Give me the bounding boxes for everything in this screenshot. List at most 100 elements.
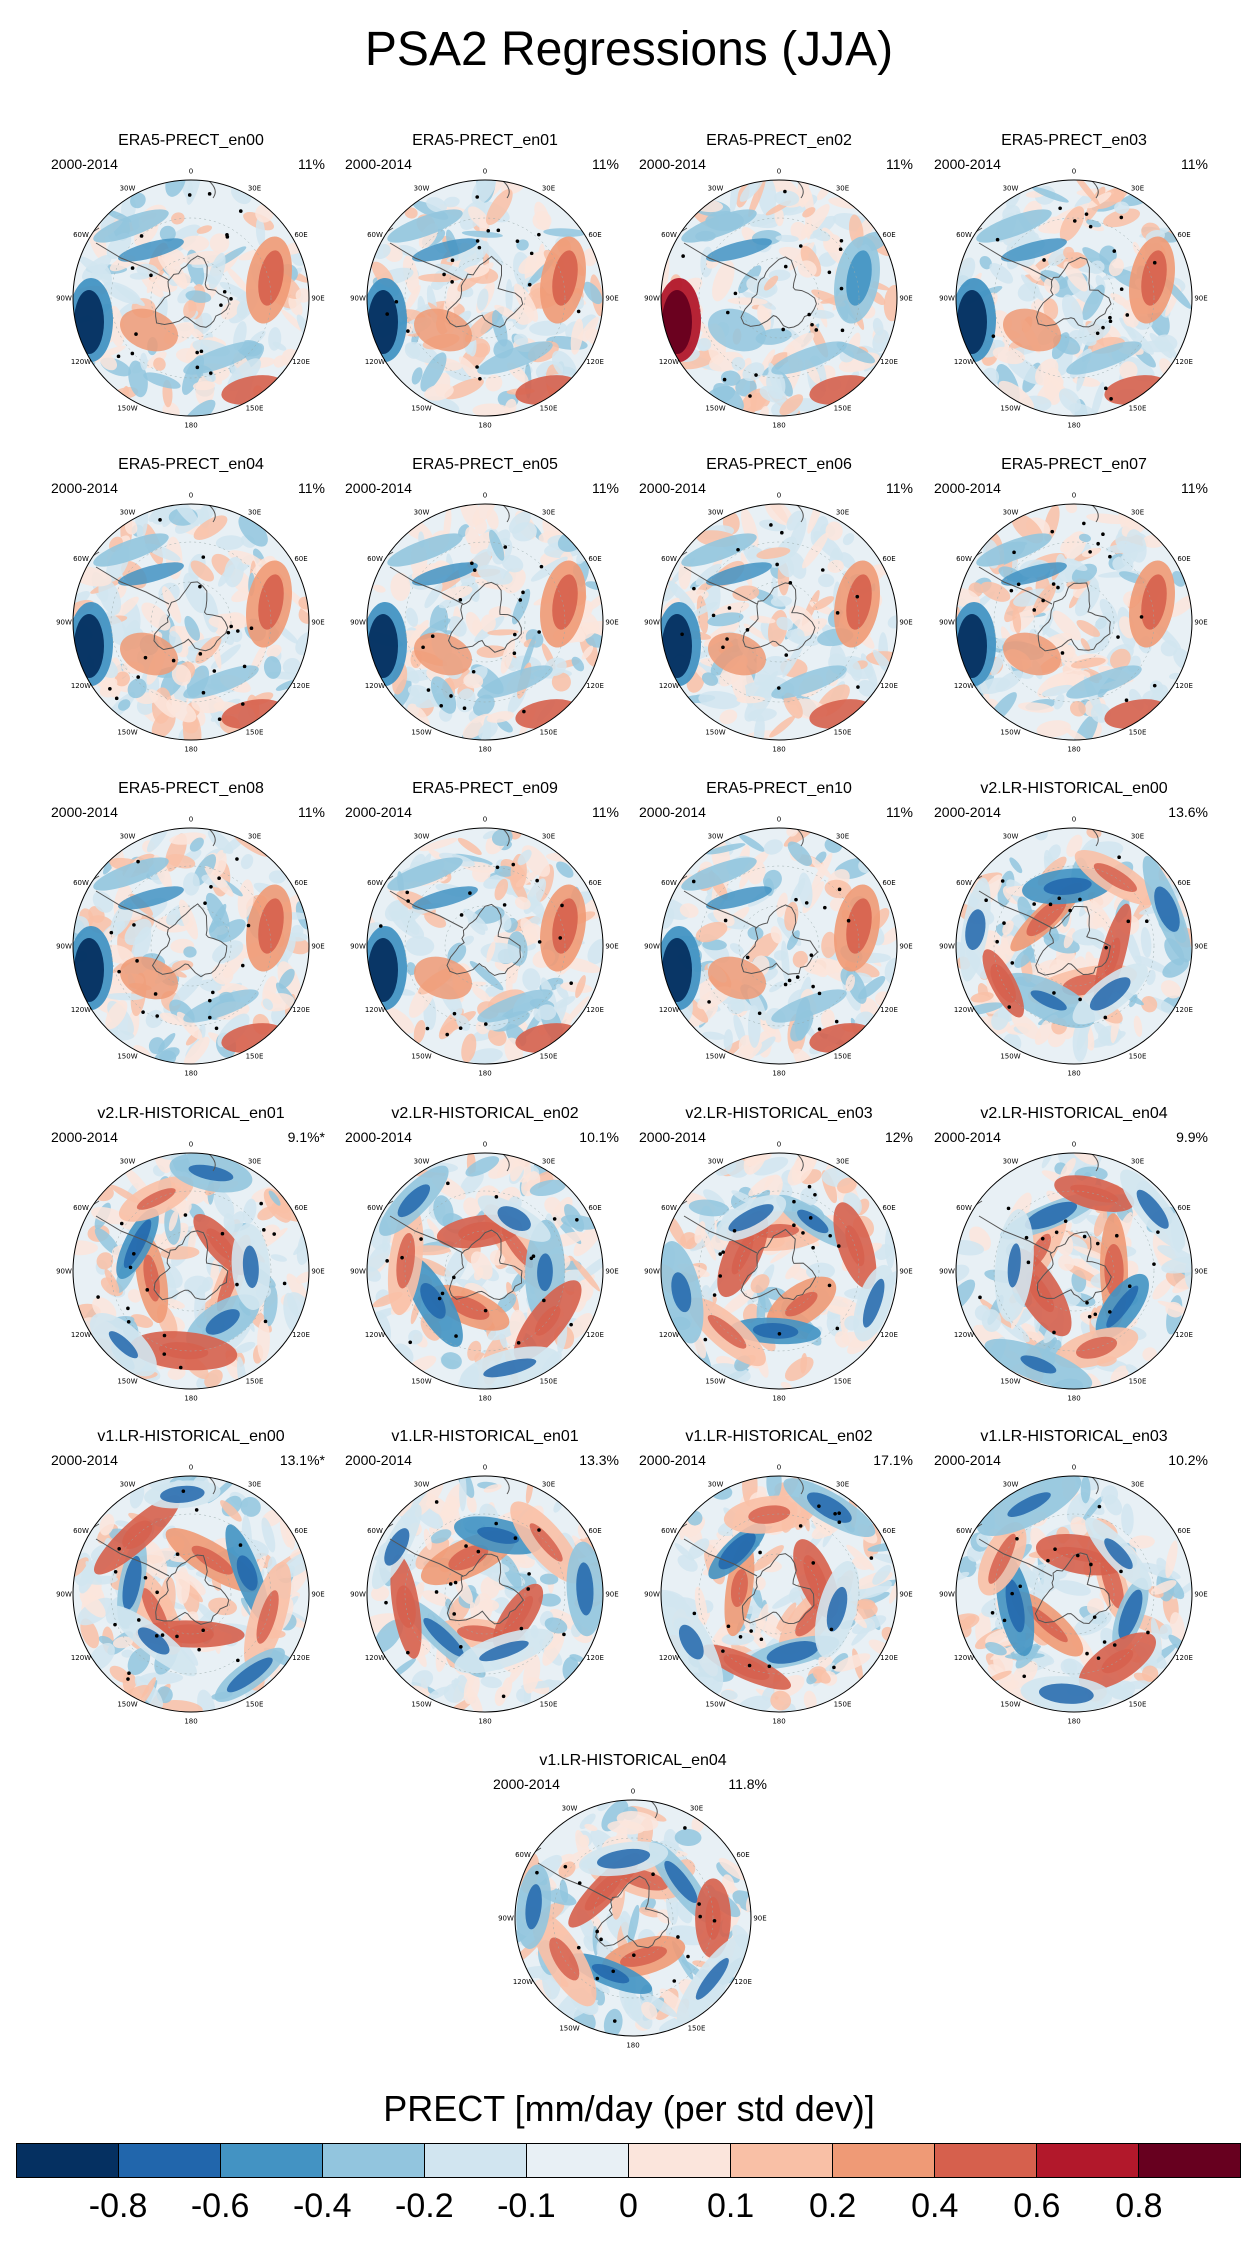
precip-anomaly-patch [585, 633, 603, 648]
precip-anomaly-patch [1086, 513, 1130, 525]
latitude-circle [698, 865, 860, 1027]
significance-dot [450, 258, 455, 262]
precip-anomaly-patch [662, 290, 692, 354]
panel-variance-percent: 11% [592, 480, 619, 496]
panel-variance-percent: 11% [886, 804, 913, 820]
precip-anomaly-patch [242, 1245, 259, 1289]
precip-anomaly-patch [522, 968, 541, 992]
precip-anomaly-patch [743, 1153, 768, 1175]
significance-dot [991, 334, 996, 338]
significance-dot [990, 1611, 995, 1615]
precip-anomaly-patch [721, 1288, 756, 1316]
significance-dot [222, 289, 227, 294]
longitude-label: 90W [939, 619, 955, 627]
longitude-label: 30W [120, 509, 136, 517]
precip-anomaly-patch [235, 1341, 256, 1354]
precip-anomaly-patch [661, 256, 670, 300]
significance-dot [758, 1550, 762, 1555]
precip-anomaly-patch [288, 1567, 309, 1596]
precip-anomaly-patch [539, 1573, 559, 1585]
precip-anomaly-patch [1046, 216, 1064, 234]
significance-dot [840, 328, 845, 333]
significance-dot [698, 1914, 702, 1919]
precip-anomaly-patch [853, 1579, 892, 1599]
precip-anomaly-patch [707, 956, 767, 1000]
longitude-label: 180 [184, 746, 197, 754]
map-boundary [955, 827, 1193, 1065]
precip-anomaly-patch [119, 632, 179, 676]
longitude-label: 30W [1003, 833, 1019, 841]
precip-anomaly-patch [1002, 308, 1062, 352]
colorbar-tick-label: -0.2 [395, 2187, 454, 2225]
precip-anomaly-patch [73, 1240, 99, 1256]
significance-dot [1063, 1219, 1068, 1223]
longitude-label: 180 [772, 1070, 785, 1078]
significance-dot [1108, 315, 1112, 320]
significance-dot [823, 905, 827, 910]
precip-anomaly-patch [384, 1528, 410, 1566]
significance-dot [132, 1252, 136, 1256]
peninsula-coastline [389, 1538, 464, 1577]
peninsula-coastline [978, 890, 1053, 929]
longitude-label: 60E [1177, 231, 1190, 239]
panel-variance-percent: 11% [592, 804, 619, 820]
precip-anomaly-patch [742, 362, 765, 382]
precip-anomaly-patch [713, 908, 735, 927]
precip-anomaly-patch [846, 1544, 875, 1571]
precip-anomaly-patch [572, 1258, 601, 1292]
significance-dot [783, 189, 787, 194]
significance-dot [703, 1337, 708, 1342]
significance-dot [272, 1232, 276, 1236]
panel-title: v2.LR-HISTORICAL_en02 [391, 1105, 579, 1122]
map-panel: 0 30E 60E 90E 120E 150E 180 150W 120W 90W 60W 30W ER… [633, 780, 925, 1078]
significance-dot [692, 586, 696, 591]
precip-anomaly-patch [1129, 1535, 1155, 1549]
significance-dot [539, 564, 544, 569]
precip-anomaly-patch [809, 309, 835, 319]
map-field [367, 1476, 603, 1712]
precip-anomaly-patch [150, 507, 171, 525]
precip-anomaly-patch [629, 1805, 667, 1822]
longitude-label: 30E [836, 833, 849, 841]
precip-anomaly-patch [480, 1576, 500, 1599]
significance-dot [1119, 215, 1124, 220]
significance-dot [837, 1520, 842, 1525]
significance-dot [130, 266, 135, 270]
significance-dot [209, 884, 213, 889]
significance-dot [143, 1575, 148, 1580]
precip-anomaly-patch [93, 533, 169, 567]
longitude-label: 120W [365, 358, 385, 366]
precip-anomaly-patch [862, 1278, 885, 1328]
precip-anomaly-patch [812, 596, 835, 611]
precip-anomaly-patch [888, 1574, 897, 1604]
significance-dot [175, 1552, 180, 1557]
precip-anomaly-patch [166, 853, 196, 869]
antarctica-coastline [1036, 1231, 1112, 1303]
precip-anomaly-patch [240, 854, 254, 870]
peninsula-coastline [95, 890, 170, 929]
longitude-label: 180 [772, 1718, 785, 1726]
latitude-circle [110, 541, 272, 703]
latitude-circle [404, 1190, 566, 1352]
precip-anomaly-patch [619, 1984, 642, 2022]
longitude-label: 60W [367, 231, 383, 239]
significance-dot [681, 254, 685, 258]
map-boundary [366, 179, 604, 417]
panel-period: 2000-2014 [934, 804, 1001, 820]
significance-dot [711, 613, 716, 618]
precip-anomaly-patch [387, 533, 463, 567]
longitude-label: 30E [248, 1158, 261, 1166]
significance-dot [459, 913, 464, 917]
significance-dot [833, 1512, 837, 1516]
significance-dot [394, 299, 399, 304]
longitude-label: 30W [562, 1805, 578, 1813]
significance-dot [680, 632, 684, 637]
longitude-label: 0 [189, 1141, 193, 1149]
significance-dot [406, 1650, 410, 1655]
significance-dot [472, 568, 477, 572]
latitude-circle [1033, 1553, 1115, 1635]
significance-dot [691, 879, 696, 884]
precip-anomaly-patch [295, 1271, 309, 1284]
longitude-label: 30E [542, 1481, 555, 1489]
